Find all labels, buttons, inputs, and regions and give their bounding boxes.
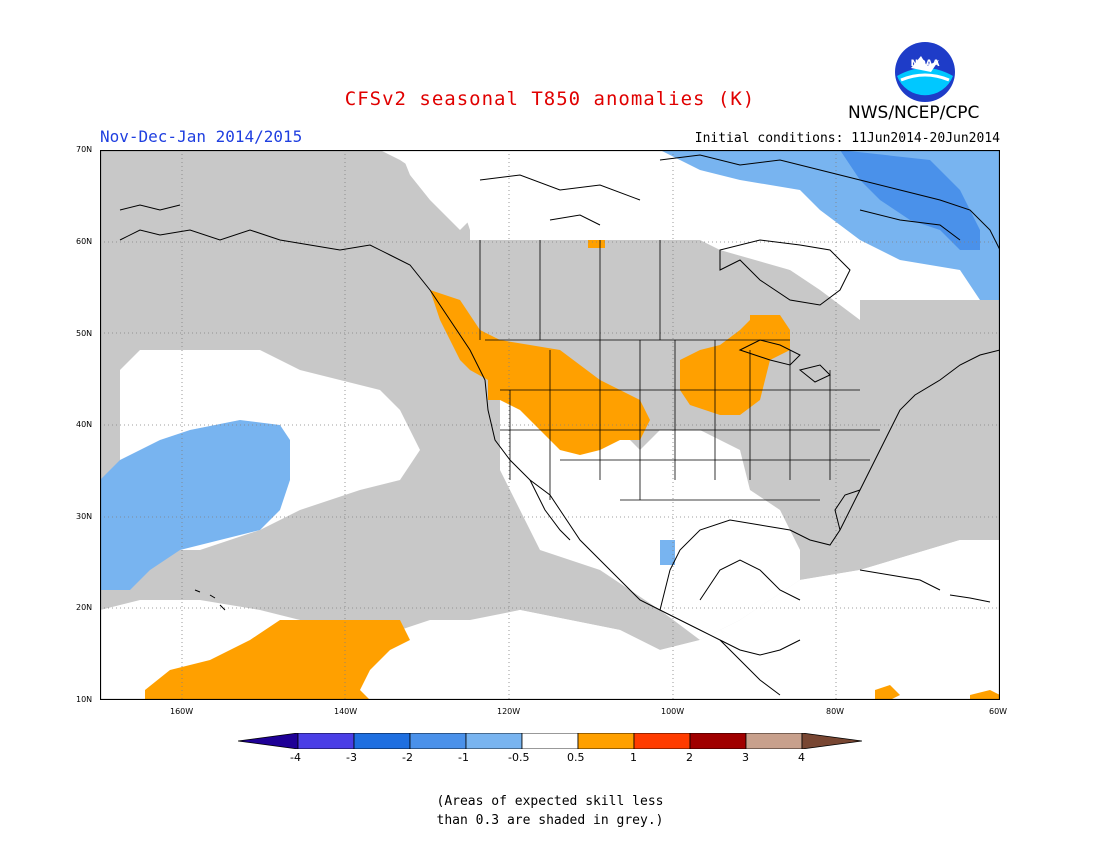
lat-tick-40n: 40N: [76, 420, 93, 429]
lon-tick-60w: 60W: [989, 707, 1008, 716]
lon-tick-80w: 80W: [826, 707, 845, 716]
noaa-logo: NOAA: [893, 40, 957, 108]
logo-text: NOAA: [911, 59, 940, 69]
political-boundaries: [479, 240, 880, 501]
cb-label-m3: -3: [346, 751, 357, 764]
lat-tick-30n: 30N: [76, 512, 93, 521]
lat-tick-70n: 70N: [76, 145, 93, 154]
lon-tick-120w: 120W: [497, 707, 521, 716]
agency-label: NWS/NCEP/CPC: [848, 103, 980, 123]
skill-note-line1: (Areas of expected skill less: [436, 794, 664, 809]
cb-label-p4: 4: [798, 751, 805, 764]
lat-tick-50n: 50N: [76, 329, 93, 338]
cb-label-p3: 3: [742, 751, 749, 764]
lon-tick-160w: 160W: [170, 707, 194, 716]
cb-label-p1: 1: [630, 751, 637, 764]
colorbar: [237, 732, 863, 753]
lat-tick-60n: 60N: [76, 237, 93, 246]
skill-note-line2: than 0.3 are shaded in grey.): [436, 813, 664, 828]
map-panel: [99, 149, 1001, 704]
initial-conditions-label: Initial conditions: 11Jun2014-20Jun2014: [694, 131, 1000, 146]
cb-label-p2: 2: [686, 751, 693, 764]
lat-tick-20n: 20N: [76, 603, 93, 612]
lon-tick-140w: 140W: [334, 707, 358, 716]
lat-tick-10n: 10N: [76, 695, 93, 704]
season-label: Nov-Dec-Jan 2014/2015: [100, 127, 303, 146]
cb-label-m2: -2: [402, 751, 413, 764]
cb-label-m4: -4: [290, 751, 301, 764]
chart-title: CFSv2 seasonal T850 anomalies (K): [344, 88, 756, 110]
map-svg: [99, 149, 1001, 701]
lon-tick-100w: 100W: [661, 707, 685, 716]
blue-negative-regions: [840, 150, 980, 250]
cb-label-m1: -1: [458, 751, 469, 764]
cb-label-m05: -0.5: [508, 751, 530, 764]
skill-note: (Areas of expected skill less than 0.3 a…: [0, 792, 1100, 830]
cb-label-p05: 0.5: [567, 751, 585, 764]
